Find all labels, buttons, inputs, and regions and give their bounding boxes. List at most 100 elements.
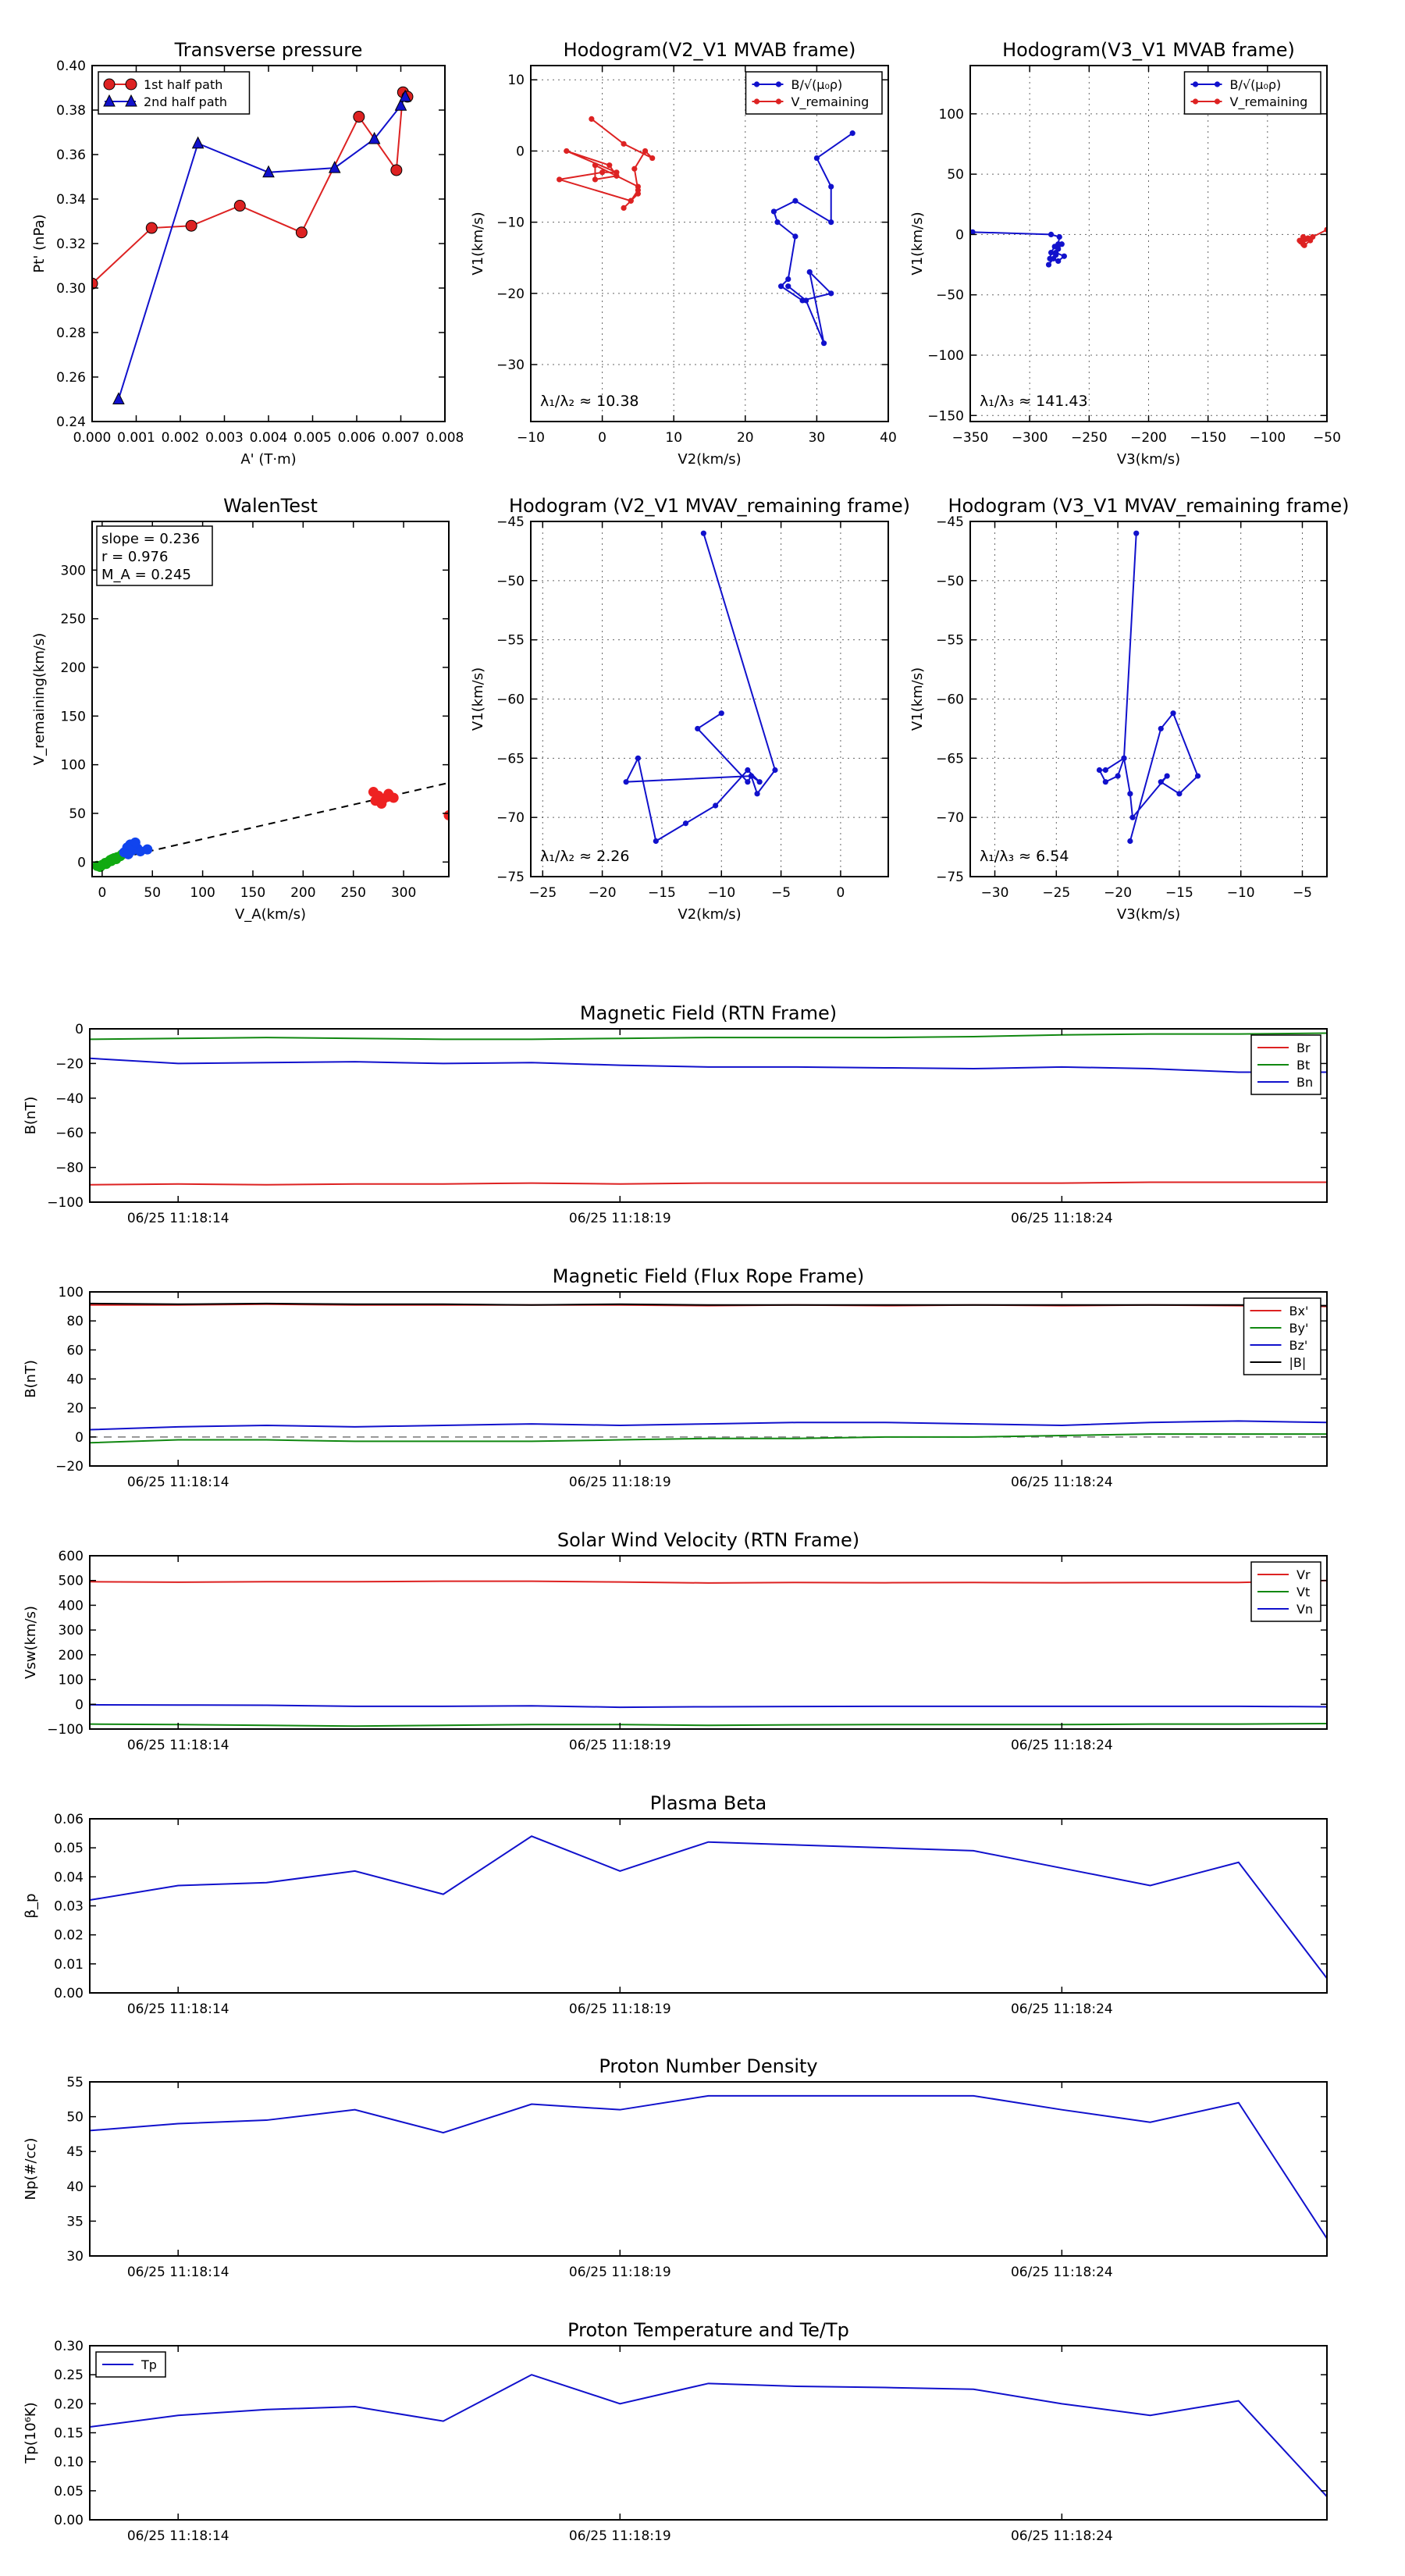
proton-temperature-plot-area [90, 2374, 1327, 2497]
transverse-pressure-plot-area [92, 86, 414, 404]
hodogram-v3-v1-mvab-ytick-label: 100 [939, 107, 964, 123]
hodogram-v3-v1-mvab-marker [1300, 233, 1307, 240]
hodogram-v3-v1-mvav-marker [1158, 725, 1164, 732]
magnetic-field-flux-rope-chart: Magnetic Field (Flux Rope Frame) 06/25 11… [23, 1265, 1328, 1490]
solar-wind-velocity-ytick-label: 400 [59, 1598, 84, 1614]
proton-number-density-plot-area [90, 2094, 1327, 2240]
hodogram-v3-v1-mvav-ytick-label: −50 [936, 574, 964, 589]
magnetic-field-flux-rope-legend-label: Bx' [1289, 1304, 1309, 1318]
magnetic-field-rtn-series-line [90, 1181, 1327, 1186]
solar-wind-velocity-ylabel: Vsw(km/s) [23, 1606, 39, 1679]
walen-test-ytick-label: 200 [61, 660, 86, 676]
solar-wind-velocity-legend-label: Vn [1297, 1602, 1313, 1617]
hodogram-v3-v1-mvav-xtick-label: −5 [1293, 885, 1312, 901]
magnetic-field-flux-rope-legend-label: Bz' [1289, 1338, 1308, 1353]
proton-temperature-ytick-label: 0.25 [54, 2368, 84, 2383]
hodogram-v3-v1-mvab-marker [1045, 262, 1052, 268]
hodogram-v3-v1-mvav-marker [1129, 814, 1136, 820]
plasma-beta-ytick-label: 0.06 [54, 1812, 84, 1827]
hodogram-v2-v1-mvab-title: Hodogram(V2_V1 MVAB frame) [564, 39, 856, 61]
proton-number-density-xtick-label: 06/25 11:18:24 [1011, 2265, 1113, 2280]
proton-number-density-title: Proton Number Density [599, 2055, 817, 2077]
hodogram-v3-v1-mvav-frame [969, 521, 1328, 877]
hodogram-v3-v1-mvav-annotation: λ₁/λ₃ ≈ 6.54 [980, 848, 1069, 865]
walen-test-xtick-label: 0 [98, 885, 106, 901]
transverse-pressure-xtick-label: 0.005 [293, 430, 332, 446]
hodogram-v2-v1-mvab-marker [849, 130, 855, 137]
hodogram-v3-v1-mvab-legend [1183, 71, 1321, 115]
hodogram-v3-v1-mvav-ytick-label: −75 [936, 870, 964, 885]
hodogram-v3-v1-mvav-plot-area [1096, 530, 1201, 845]
hodogram-v2-v1-mvab-ytick-label: 10 [507, 73, 525, 88]
walen-test-ytick-label: 150 [61, 709, 86, 724]
solar-wind-velocity-ytick-label: 200 [59, 1648, 84, 1663]
hodogram-v2-v1-mvab-annotation: λ₁/λ₂ ≈ 10.38 [540, 393, 639, 410]
hodogram-v3-v1-mvav-marker [1158, 779, 1164, 785]
hodogram-v2-v1-mvab-marker [599, 169, 606, 176]
solar-wind-velocity-title: Solar Wind Velocity (RTN Frame) [557, 1529, 859, 1551]
hodogram-v3-v1-mvab-marker [970, 229, 976, 235]
hodogram-v3-v1-mvab-frame [969, 65, 1328, 422]
magnetic-field-flux-rope-series-line [90, 1420, 1327, 1431]
hodogram-v3-v1-mvav-ytick-label: −55 [936, 633, 964, 649]
magnetic-field-rtn-title: Magnetic Field (RTN Frame) [580, 1002, 837, 1024]
transverse-pressure-marker [112, 392, 125, 404]
hodogram-v3-v1-mvab-marker [1055, 246, 1062, 252]
hodogram-v3-v1-mvav-marker [1115, 773, 1121, 779]
transverse-pressure-series-line [117, 96, 407, 400]
proton-number-density-ytick-label: 45 [66, 2144, 84, 2160]
transverse-pressure-marker [262, 165, 275, 178]
hodogram-v2-v1-mvav-marker [748, 773, 755, 779]
proton-number-density-ytick-label: 55 [66, 2075, 84, 2090]
transverse-pressure-marker [92, 277, 98, 290]
hodogram-v2-v1-mvab-xtick-label: 40 [880, 430, 897, 446]
hodogram-v3-v1-mvav-xtick-label: −10 [1227, 885, 1255, 901]
proton-number-density-chart: Proton Number Density 06/25 11:18:14 06/25… [23, 2055, 1328, 2280]
hodogram-v3-v1-mvav-chart: Hodogram (V3_V1 MVAV_remaining frame) −30… [909, 495, 1350, 923]
walen-test-xlabel: V_A(km/s) [235, 906, 306, 923]
magnetic-field-flux-rope-xtick-label: 06/25 11:18:24 [1011, 1475, 1113, 1490]
hodogram-v3-v1-mvab-legend-marker [1214, 98, 1221, 105]
transverse-pressure-legend-marker [103, 78, 116, 91]
hodogram-v2-v1-mvab-plot-area [557, 116, 855, 347]
walen-test-stat-line: M_A = 0.245 [101, 567, 191, 583]
magnetic-field-rtn-xtick-label: 06/25 11:18:24 [1011, 1211, 1113, 1226]
magnetic-field-rtn-legend-label: Bn [1297, 1075, 1313, 1090]
hodogram-v3-v1-mvav-title: Hodogram (V3_V1 MVAV_remaining frame) [948, 495, 1349, 517]
hodogram-v2-v1-mvab-marker [778, 283, 784, 290]
hodogram-v2-v1-mvab-xtick-label: 0 [598, 430, 606, 446]
proton-temperature-ytick-label: 0.30 [54, 2339, 84, 2354]
transverse-pressure-ytick-label: 0.36 [56, 148, 86, 163]
transverse-pressure-marker [145, 222, 158, 234]
hodogram-v3-v1-mvav-marker [1102, 767, 1108, 774]
hodogram-v2-v1-mvav-ytick-label: −55 [496, 633, 525, 649]
solar-wind-velocity-ytick-label: 500 [59, 1574, 84, 1589]
hodogram-v3-v1-mvab-legend-marker [1192, 81, 1199, 87]
proton-temperature-ytick-label: 0.15 [54, 2426, 84, 2442]
plasma-beta-ytick-label: 0.01 [54, 1957, 84, 1973]
hodogram-v2-v1-mvav-xtick-label: −20 [589, 885, 617, 901]
proton-number-density-series-line [90, 2094, 1327, 2240]
hodogram-v2-v1-mvav-xlabel: V2(km/s) [678, 906, 741, 923]
plasma-beta-xtick-label: 06/25 11:18:14 [127, 2001, 229, 2017]
hodogram-v2-v1-mvab-marker [642, 148, 649, 155]
hodogram-v3-v1-mvab-legend-marker [1192, 98, 1199, 105]
plasma-beta-ytick-label: 0.04 [54, 1870, 84, 1885]
solar-wind-velocity-xtick-label: 06/25 11:18:19 [569, 1738, 671, 1753]
walen-test-ytick-label: 50 [69, 806, 86, 822]
plasma-beta-xtick-label: 06/25 11:18:24 [1011, 2001, 1113, 2017]
hodogram-v2-v1-mvab-marker [621, 141, 627, 147]
walen-test-ytick-label: 100 [61, 758, 86, 774]
hodogram-v2-v1-mvab-marker [813, 155, 820, 162]
hodogram-v2-v1-mvav-marker [754, 791, 760, 797]
hodogram-v3-v1-mvab-xtick-label: −250 [1071, 430, 1108, 446]
hodogram-v3-v1-mvab-marker [1307, 237, 1314, 244]
magnetic-field-rtn-ytick-label: −40 [55, 1091, 84, 1107]
hodogram-v3-v1-mvav-ytick-label: −45 [936, 514, 964, 530]
hodogram-v2-v1-mvab-marker [792, 233, 799, 240]
hodogram-v3-v1-mvab-ytick-label: 0 [955, 227, 964, 243]
walen-test-ylabel: V_remaining(km/s) [31, 633, 48, 766]
magnetic-field-rtn-chart: Magnetic Field (RTN Frame) 06/25 11:18:14… [23, 1002, 1328, 1226]
hodogram-v2-v1-mvav-xtick-label: −15 [648, 885, 676, 901]
hodogram-v2-v1-mvav-ytick-label: −50 [496, 574, 525, 589]
